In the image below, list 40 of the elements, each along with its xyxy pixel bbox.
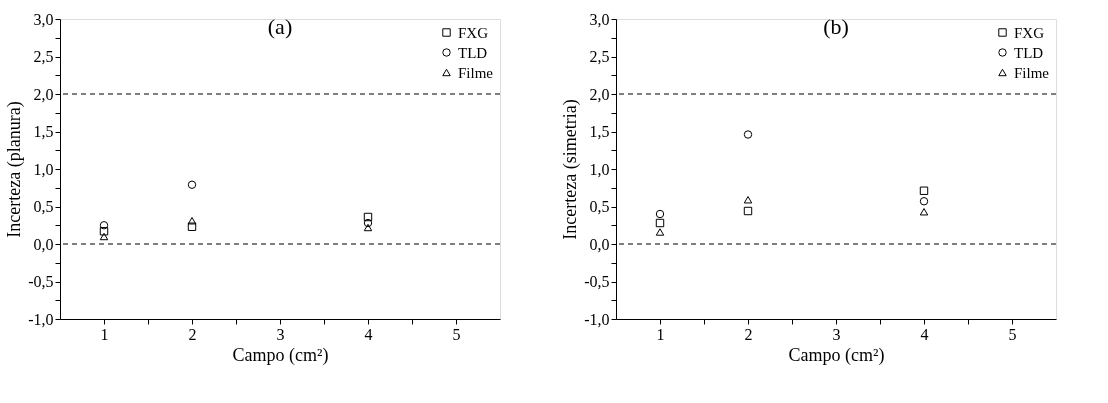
x-axis-title: Campo (cm²) (232, 344, 329, 366)
y-tick-label: -1,0 (28, 310, 54, 328)
y-tick-label: 1,5 (33, 123, 54, 140)
y-tick-label: 0,5 (33, 198, 54, 215)
y-tick-label: 0,5 (589, 198, 610, 215)
y-tick-label: 2,0 (589, 85, 610, 103)
legend-label: TLD (458, 44, 488, 61)
chart-title: (b) (823, 14, 849, 39)
x-tick-label: 2 (188, 325, 197, 343)
y-tick-label: 2,0 (33, 85, 54, 103)
y-tick-label: 1,0 (589, 160, 610, 178)
x-tick-label: 2 (744, 325, 753, 343)
legend-label: FXG (1014, 24, 1045, 41)
x-tick-label: 3 (832, 325, 841, 343)
y-tick-label: -1,0 (584, 310, 610, 328)
y-tick-label: -0,5 (28, 273, 54, 290)
legend-label: Filme (458, 64, 494, 81)
y-tick-label: 0,0 (589, 235, 610, 253)
legend-label: Filme (1014, 64, 1050, 81)
x-tick-label: 1 (656, 325, 665, 343)
x-tick-label: 5 (1008, 325, 1017, 343)
x-tick-label: 4 (364, 325, 373, 343)
x-tick-label: 3 (276, 325, 285, 343)
y-tick-label: 3,0 (589, 10, 610, 28)
y-tick-label: 1,0 (33, 160, 54, 178)
x-axis-title: Campo (cm²) (788, 344, 885, 366)
chart-title: (a) (267, 14, 293, 39)
y-tick-label: -0,5 (584, 273, 610, 290)
legend-label: TLD (1014, 44, 1044, 61)
y-tick-label: 0,0 (33, 235, 54, 253)
y-axis-title: Incerteza (planura) (4, 101, 26, 238)
y-axis-title: Incerteza (simetria) (560, 99, 582, 240)
y-tick-label: 3,0 (33, 10, 54, 28)
y-tick-label: 1,5 (589, 123, 610, 140)
legend-label: FXG (458, 24, 489, 41)
x-tick-label: 5 (452, 325, 461, 343)
x-tick-label: 4 (920, 325, 929, 343)
y-tick-label: 2,5 (33, 48, 54, 65)
x-tick-label: 1 (100, 325, 109, 343)
y-tick-label: 2,5 (589, 48, 610, 65)
